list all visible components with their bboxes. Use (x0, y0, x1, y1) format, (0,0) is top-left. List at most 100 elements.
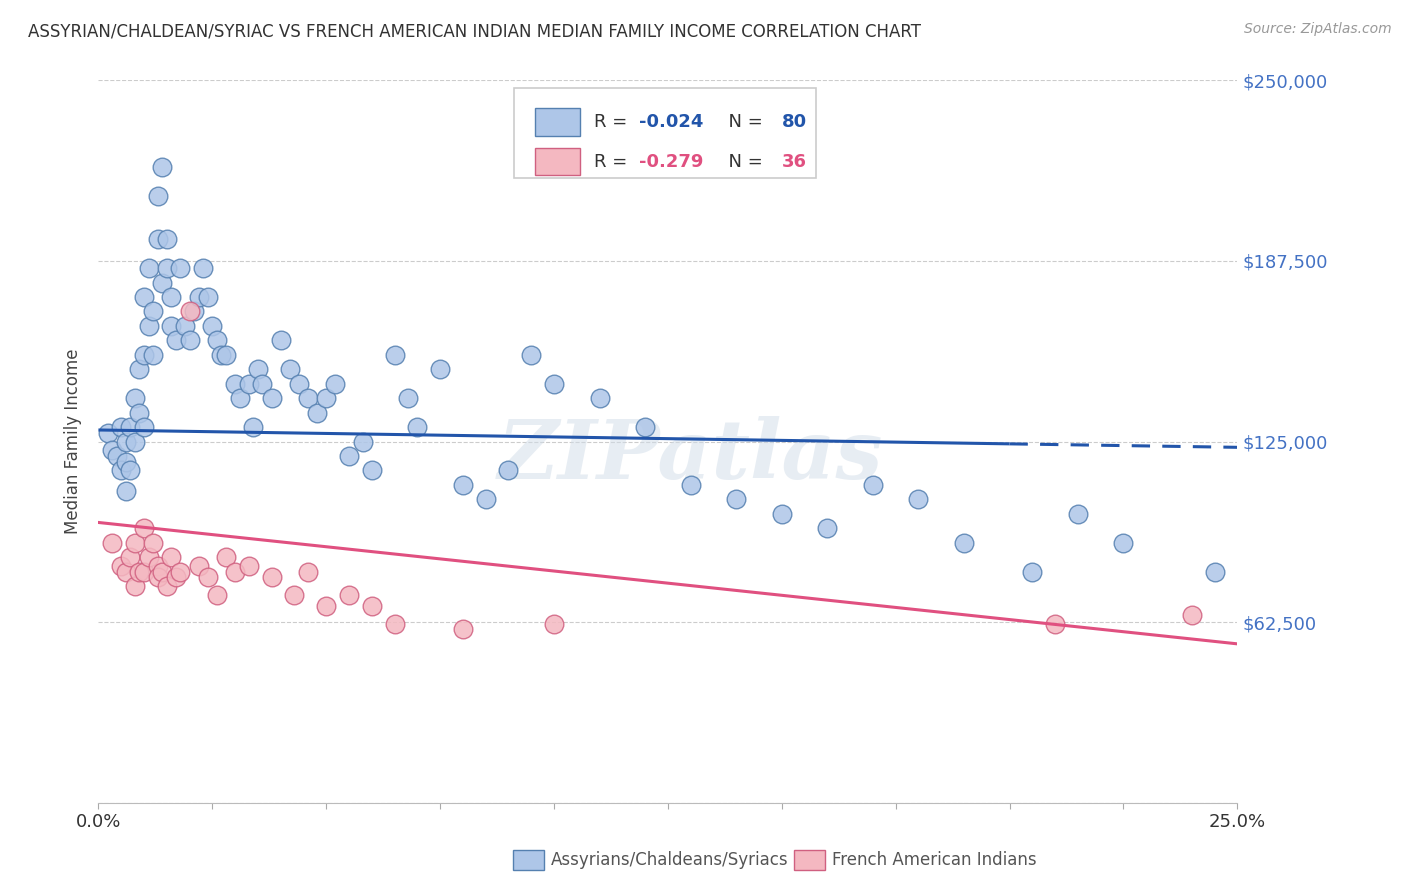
Point (246, 362, 269, 376)
Text: N =: N = (717, 153, 768, 170)
Point (406, 420, 429, 434)
Point (209, 348, 232, 362)
Point (165, 570, 187, 584)
Point (128, 362, 150, 376)
Point (146, 558, 169, 573)
Point (156, 232, 179, 246)
Point (146, 570, 169, 584)
Point (110, 420, 132, 434)
Point (124, 434, 146, 449)
Point (1067, 507, 1090, 521)
Point (146, 189, 169, 203)
Point (297, 565, 319, 579)
Point (260, 391, 283, 405)
Point (132, 420, 155, 434)
Text: Assyrians/Chaldeans/Syriacs: Assyrians/Chaldeans/Syriacs (551, 851, 789, 869)
Point (174, 318, 197, 333)
Point (588, 391, 610, 405)
Point (150, 276, 173, 290)
Point (142, 348, 165, 362)
Point (120, 463, 142, 477)
Point (120, 550, 142, 565)
Text: 80: 80 (782, 112, 807, 131)
Point (142, 535, 165, 549)
Point (132, 348, 155, 362)
Point (1112, 535, 1135, 549)
Point (384, 616, 406, 631)
Point (396, 391, 419, 405)
Text: Source: ZipAtlas.com: Source: ZipAtlas.com (1244, 22, 1392, 37)
Point (179, 304, 201, 318)
Text: French American Indians: French American Indians (832, 851, 1038, 869)
Point (953, 535, 976, 549)
Point (197, 570, 219, 584)
Point (315, 599, 337, 614)
Y-axis label: Median Family Income: Median Family Income (65, 349, 83, 534)
Point (187, 290, 209, 304)
Point (146, 232, 169, 246)
Point (907, 492, 929, 507)
FancyBboxPatch shape (534, 148, 581, 176)
Point (307, 406, 329, 420)
Point (183, 304, 205, 318)
Point (215, 348, 238, 362)
Text: -0.279: -0.279 (640, 153, 704, 170)
Point (337, 588, 360, 602)
Point (242, 420, 264, 434)
Point (360, 463, 382, 477)
Point (862, 478, 884, 492)
Point (138, 550, 160, 565)
Point (187, 558, 209, 573)
Point (101, 443, 124, 458)
Point (815, 521, 838, 535)
Point (474, 492, 496, 507)
Point (323, 376, 346, 391)
Point (124, 391, 146, 405)
Point (128, 565, 150, 579)
Point (101, 535, 124, 549)
Point (197, 290, 219, 304)
Point (451, 478, 474, 492)
Point (1043, 616, 1066, 631)
Point (114, 565, 136, 579)
Point (352, 434, 374, 449)
Point (160, 318, 183, 333)
Point (124, 535, 146, 549)
Point (193, 261, 215, 276)
Point (451, 623, 474, 637)
Point (138, 261, 160, 276)
Point (337, 449, 360, 463)
Point (270, 334, 292, 348)
Point (124, 579, 146, 593)
Point (498, 463, 520, 477)
Point (110, 558, 132, 573)
Point (228, 391, 250, 405)
Point (1181, 607, 1204, 622)
Point (543, 616, 565, 631)
Point (114, 434, 136, 449)
FancyBboxPatch shape (534, 108, 581, 136)
Point (252, 376, 274, 391)
Point (288, 376, 311, 391)
Point (770, 507, 793, 521)
Point (520, 348, 543, 362)
FancyBboxPatch shape (515, 87, 815, 178)
Point (238, 558, 260, 573)
Point (160, 550, 183, 565)
Point (169, 261, 191, 276)
Point (679, 478, 702, 492)
Point (278, 362, 301, 376)
Point (114, 455, 136, 469)
Point (260, 570, 283, 584)
Point (160, 290, 183, 304)
Point (179, 334, 201, 348)
Point (360, 599, 382, 614)
Point (156, 579, 179, 593)
Text: ASSYRIAN/CHALDEAN/SYRIAC VS FRENCH AMERICAN INDIAN MEDIAN FAMILY INCOME CORRELAT: ASSYRIAN/CHALDEAN/SYRIAC VS FRENCH AMERI… (28, 22, 921, 40)
Point (1204, 565, 1226, 579)
Point (114, 483, 136, 498)
Point (105, 449, 128, 463)
Point (224, 565, 246, 579)
Point (238, 376, 260, 391)
Point (132, 565, 155, 579)
